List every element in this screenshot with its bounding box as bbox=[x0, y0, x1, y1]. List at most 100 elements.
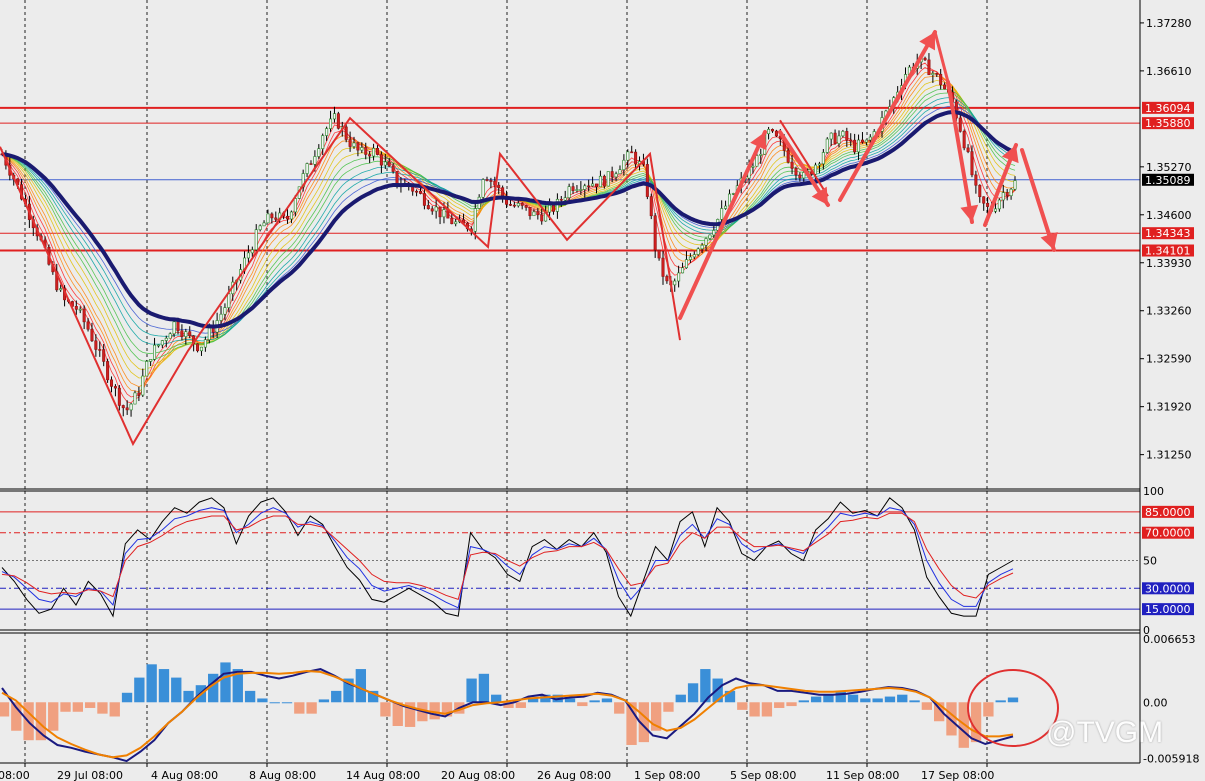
macd-hist-bar-negative bbox=[614, 702, 625, 714]
candle-bear bbox=[74, 306, 78, 310]
macd-hist-bar-negative bbox=[934, 702, 945, 722]
candle-bear bbox=[309, 163, 313, 165]
macd-hist-bar-negative bbox=[392, 702, 403, 726]
stoch-level-label: 15.0000 bbox=[1145, 603, 1191, 616]
candle-bull bbox=[434, 206, 438, 212]
stoch-line bbox=[1, 507, 1014, 609]
candle-bear bbox=[927, 59, 931, 76]
candle-bear bbox=[387, 161, 391, 167]
candle-bull bbox=[731, 193, 735, 195]
macd-hist-bar-negative bbox=[921, 702, 933, 710]
candle-bear bbox=[540, 214, 544, 222]
macd-hist-bar-positive bbox=[675, 694, 686, 703]
candle-bull bbox=[289, 211, 293, 220]
time-tick-label: 11 Sep 08:00 bbox=[826, 769, 899, 781]
candle-bull bbox=[141, 375, 145, 396]
candle-bull bbox=[442, 209, 446, 218]
candle-bull bbox=[516, 202, 520, 207]
macd-hist-bar-positive bbox=[810, 696, 822, 703]
candle-bull bbox=[156, 344, 160, 347]
macd-hist-bar-negative bbox=[663, 702, 674, 712]
candle-bear bbox=[520, 202, 524, 206]
macd-hist-bar-negative bbox=[109, 702, 120, 717]
candle-bull bbox=[352, 142, 356, 147]
macd-hist-bar-positive bbox=[244, 690, 256, 703]
candle-bull bbox=[266, 213, 270, 224]
candle-bull bbox=[700, 244, 704, 250]
macd-hist-bar-positive bbox=[601, 698, 613, 703]
candle-bear bbox=[82, 308, 86, 323]
candle-bull bbox=[321, 135, 325, 149]
stochastic-layer bbox=[0, 497, 1140, 618]
candle-bear bbox=[982, 196, 986, 204]
time-tick-label: 14 Aug 08:00 bbox=[346, 769, 420, 781]
stoch-level-badge bbox=[1142, 505, 1194, 518]
macd-hist-bar-positive bbox=[884, 696, 896, 703]
candle-bear bbox=[211, 327, 215, 333]
macd-hist-bar-positive bbox=[121, 692, 133, 703]
macd-hist-bar-negative bbox=[48, 702, 59, 731]
candle-bear bbox=[274, 217, 278, 220]
candle-bull bbox=[59, 288, 63, 291]
candle-bull bbox=[614, 173, 618, 178]
macd-hist-bar-positive bbox=[860, 698, 871, 703]
candle-bull bbox=[153, 344, 157, 360]
baseline-ma-line bbox=[1, 109, 1016, 329]
candle-bear bbox=[551, 204, 555, 212]
macd-hist-bar-positive bbox=[724, 690, 736, 703]
candle-bull bbox=[172, 321, 176, 335]
candle-bear bbox=[391, 165, 395, 172]
time-tick-label: 08:00 bbox=[0, 769, 30, 781]
stoch-tick-label: 100 bbox=[1143, 485, 1164, 498]
macd-hist-bar-positive bbox=[589, 700, 600, 703]
macd-hist-bar-negative bbox=[946, 702, 957, 736]
macd-hist-bar-positive bbox=[540, 694, 551, 703]
candle-bear bbox=[571, 186, 575, 191]
price-tick-label: 1.33930 bbox=[1146, 257, 1192, 270]
candle-bear bbox=[524, 205, 528, 208]
macd-hist-bar-positive bbox=[478, 673, 490, 703]
stoch-level-badge bbox=[1142, 603, 1194, 616]
annotations-layer bbox=[0, 30, 1058, 447]
candle-bull bbox=[1013, 180, 1017, 190]
candle-bull bbox=[618, 169, 622, 175]
candle-bear bbox=[774, 130, 778, 137]
macd-hist-bar-negative bbox=[515, 702, 526, 708]
trend-arrow-shaft bbox=[946, 80, 974, 224]
candle-bear bbox=[344, 126, 348, 140]
macd-hist-bar-positive bbox=[1007, 697, 1019, 703]
candle-bear bbox=[1005, 192, 1009, 197]
candle-bear bbox=[595, 183, 599, 188]
candle-bull bbox=[360, 147, 364, 151]
candle-bear bbox=[587, 185, 591, 188]
stoch-level-label: 70.0000 bbox=[1145, 527, 1191, 540]
candle-bear bbox=[610, 171, 614, 178]
trend-connector bbox=[933, 31, 950, 83]
candle-bull bbox=[149, 359, 153, 362]
candle-bear bbox=[418, 190, 422, 194]
candle-bull bbox=[246, 252, 250, 259]
time-tick-label: 8 Aug 08:00 bbox=[249, 769, 316, 781]
candle-bear bbox=[94, 340, 98, 350]
candle-bear bbox=[348, 139, 352, 147]
time-tick-label: 17 Sep 08:00 bbox=[921, 769, 994, 781]
candle-bull bbox=[591, 183, 595, 187]
stoch-line bbox=[1, 512, 1014, 601]
candle-bear bbox=[110, 379, 114, 387]
candle-bull bbox=[317, 148, 321, 157]
candle-bull bbox=[606, 171, 610, 187]
candle-bear bbox=[798, 174, 802, 179]
macd-hist-bar-positive bbox=[158, 669, 170, 703]
price-tick-label: 1.34600 bbox=[1146, 209, 1192, 222]
macd-tick-label: 0.00 bbox=[1143, 696, 1168, 709]
candle-bull bbox=[1001, 192, 1005, 201]
candle-bear bbox=[508, 204, 512, 206]
candle-bull bbox=[168, 333, 172, 339]
macd-hist-bar-negative bbox=[404, 702, 416, 727]
macd-hist-bar-negative bbox=[983, 702, 994, 717]
candle-bear bbox=[125, 407, 129, 411]
candle-bull bbox=[164, 337, 168, 341]
candle-bull bbox=[293, 198, 297, 213]
candle-bear bbox=[849, 139, 853, 142]
candle-bull bbox=[696, 248, 700, 255]
